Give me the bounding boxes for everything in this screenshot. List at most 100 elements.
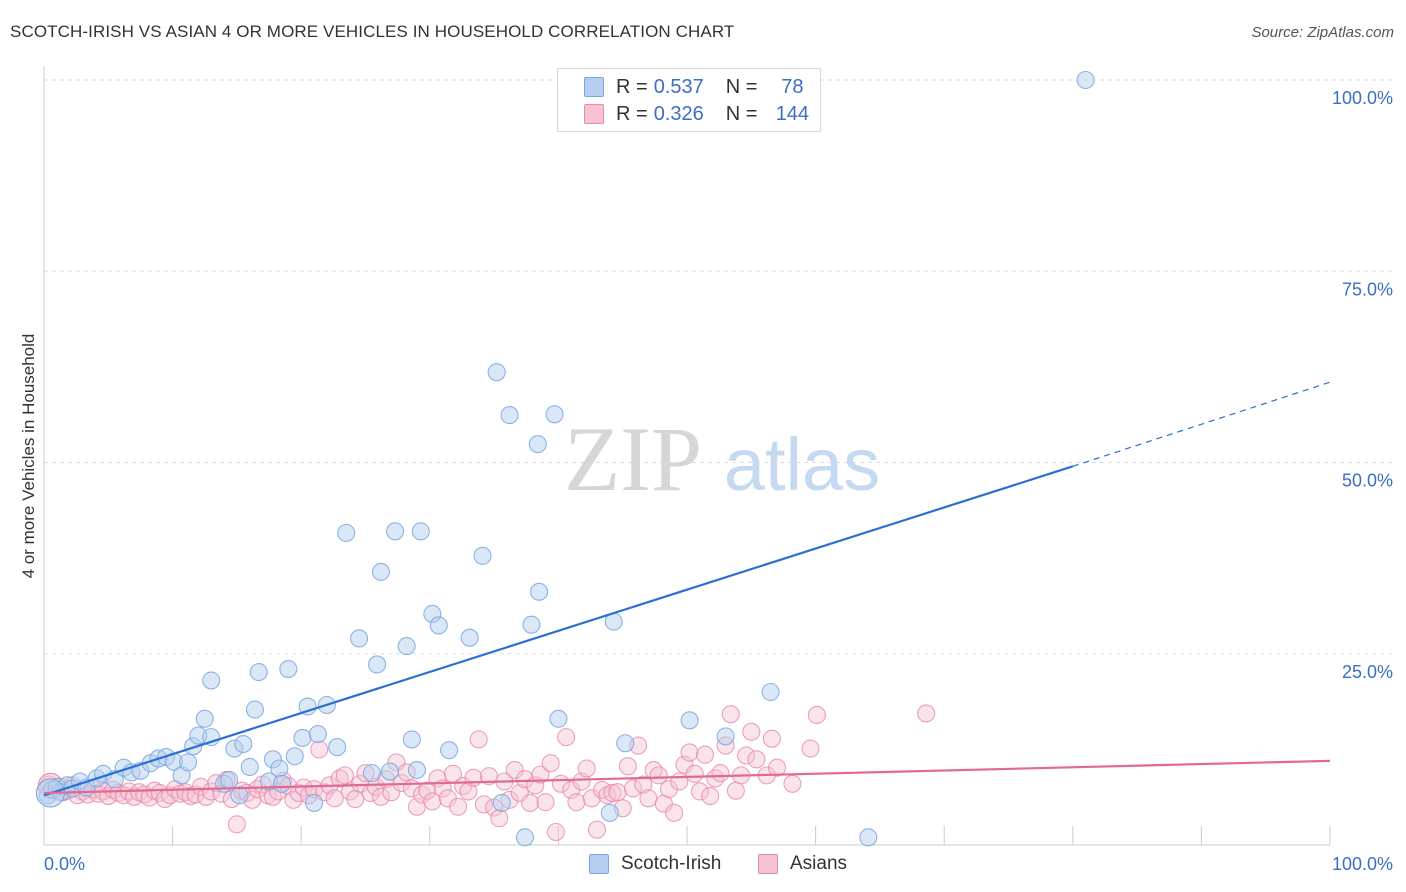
data-point-scotch-irish (328, 738, 347, 757)
data-point-scotch-irish (270, 759, 289, 778)
watermark-zip: ZIP (564, 408, 702, 510)
data-point-scotch-irish (240, 757, 259, 777)
data-point-scotch-irish (528, 435, 547, 454)
data-point-scotch-irish (460, 628, 479, 647)
y-tick-label: 50.0% (1342, 471, 1393, 491)
data-point-scotch-irish (298, 697, 317, 716)
bottom-legend-swatch-scotch-irish (589, 854, 609, 874)
bottom-legend-swatch-asians (758, 854, 778, 874)
x-tick-label: 100.0% (1332, 854, 1393, 874)
data-point-asians (325, 789, 344, 808)
data-point-scotch-irish (380, 762, 399, 781)
legend-swatch-asians (584, 104, 604, 124)
trend-lines (43, 381, 1331, 797)
legend-swatch-scotch-irish (584, 77, 604, 97)
correlation-legend: R = 0.537 N = 78 R = 0.326 N = 144 (557, 68, 821, 132)
data-point-scotch-irish (411, 522, 430, 541)
data-point-asians (335, 766, 354, 785)
data-point-asians (767, 758, 787, 777)
data-point-asians (706, 769, 725, 788)
data-point-scotch-irish (272, 774, 291, 793)
data-point-scotch-irish (350, 629, 369, 648)
data-point-asians (807, 705, 826, 725)
tick-labels: 100.0% 75.0% 50.0% 25.0% 0.0% 100.0% (44, 88, 1393, 874)
data-point-asians (310, 740, 329, 759)
data-point-scotch-irish (308, 725, 327, 744)
legend-r-label: R = (616, 102, 648, 125)
data-point-asians (721, 705, 740, 724)
data-point-asians (711, 764, 730, 783)
legend-n-value: 78 (781, 75, 804, 98)
watermark: ZIP atlas (564, 408, 880, 510)
y-tick-label: 100.0% (1332, 88, 1393, 108)
data-point-asians (634, 775, 653, 794)
data-point-asians (490, 809, 509, 828)
data-point-asians (464, 768, 483, 787)
data-point-scotch-irish (362, 764, 381, 783)
y-tick-label: 75.0% (1342, 279, 1393, 299)
data-point-asians (659, 780, 679, 799)
data-point-asians (521, 793, 540, 812)
x-tick-label: 0.0% (44, 854, 85, 874)
data-point-scotch-irish (234, 734, 253, 754)
data-point-asians (623, 779, 643, 798)
data-point-scotch-irish (230, 786, 249, 805)
legend-n-label: N = (725, 102, 758, 125)
legend-r-value: 0.326 (653, 102, 704, 125)
data-point-asians (801, 739, 820, 758)
data-point-asians (737, 746, 756, 765)
data-point-scotch-irish (515, 828, 535, 847)
data-point-asians (449, 797, 468, 816)
data-point-scotch-irish (337, 523, 356, 542)
data-point-scotch-irish (859, 828, 878, 847)
data-point-scotch-irish (368, 655, 387, 674)
legend-r-value: 0.537 (653, 75, 704, 98)
bottom-legend-label-scotch-irish: Scotch-Irish (621, 853, 722, 874)
data-point-asians (541, 754, 560, 773)
data-point-asians (567, 793, 586, 812)
data-point-scotch-irish (473, 546, 492, 565)
source-label: Source: ZipAtlas.com (1251, 24, 1394, 41)
data-point-scotch-irish (407, 760, 426, 780)
data-point-scotch-irish (220, 770, 239, 790)
data-point-asians (227, 815, 246, 834)
data-point-scotch-irish (249, 663, 268, 682)
legend-row-asians: R = 0.326 N = 144 (584, 101, 817, 127)
data-point-scotch-irish (492, 793, 511, 812)
data-point-scotch-irish (285, 747, 304, 766)
legend-n-value: 144 (775, 102, 810, 125)
data-point-asians (557, 728, 576, 747)
y-tick-label: 25.0% (1342, 662, 1393, 682)
data-point-scotch-irish (522, 615, 541, 634)
data-point-asians (695, 745, 715, 764)
data-point-scotch-irish (245, 700, 264, 719)
data-point-scotch-irish (429, 616, 448, 635)
data-point-asians (418, 781, 437, 800)
data-point-scotch-irish (680, 711, 699, 730)
bottom-legend-scotch-irish: Scotch-Irish (589, 852, 721, 876)
data-point-scotch-irish (195, 709, 214, 728)
chart-title: SCOTCH-IRISH VS ASIAN 4 OR MORE VEHICLES… (10, 22, 735, 41)
trend-line-scotch-irish (43, 465, 1074, 797)
data-point-asians (423, 792, 442, 811)
data-point-asians (587, 820, 607, 839)
data-point-asians (474, 795, 493, 814)
data-point-scotch-irish (600, 803, 619, 822)
data-point-scotch-irish (716, 727, 735, 746)
data-point-asians (608, 783, 627, 802)
data-point-asians (701, 786, 720, 806)
data-point-scotch-irish (371, 562, 390, 581)
data-point-scotch-irish (305, 793, 324, 812)
data-point-asians (593, 780, 612, 799)
trend-line-asians (43, 759, 1331, 795)
data-point-scotch-irish (549, 709, 568, 728)
legend-row-scotch-irish: R = 0.537 N = 78 (584, 74, 817, 100)
data-point-scotch-irish (397, 637, 416, 656)
data-point-scotch-irish (386, 522, 405, 541)
data-point-asians (783, 774, 802, 793)
data-point-asians (762, 729, 781, 748)
data-point-asians (917, 704, 936, 723)
data-point-scotch-irish (761, 682, 780, 702)
data-point-asians (346, 790, 365, 809)
